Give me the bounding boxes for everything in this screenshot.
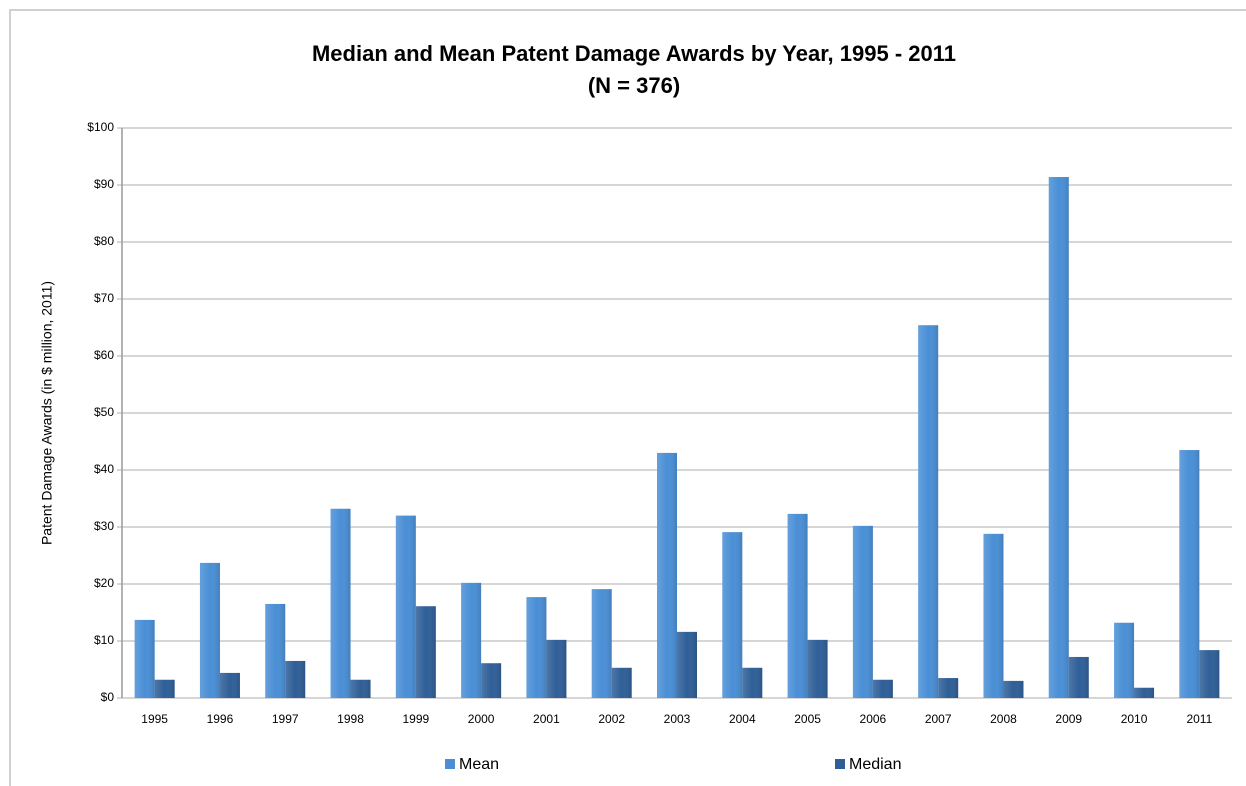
x-tick-label: 1995 [141,712,168,726]
legend-swatch [445,759,455,769]
bar-shade [1048,177,1069,698]
bar-shade [1179,450,1200,698]
x-tick-label: 2008 [990,712,1017,726]
y-tick-label: $60 [94,348,114,362]
bar-shade [983,533,1004,698]
bar-shade [1068,656,1089,698]
bar-shade [677,631,697,698]
legend-label: Mean [459,756,499,773]
frame [9,9,1246,786]
bar-shade [134,619,155,698]
bar-shade [722,532,743,698]
x-tick-label: 1999 [402,712,429,726]
y-tick-label: $90 [94,177,114,191]
y-axis-label: Patent Damage Awards (in $ million, 2011… [39,281,55,545]
x-tick-label: 2005 [794,712,821,726]
bar-shade [546,639,567,698]
bar-shade [395,515,416,698]
x-tick-label: 2000 [468,712,495,726]
x-tick-label: 2006 [860,712,887,726]
bar-shade [330,508,351,698]
bar-shade [938,678,959,698]
y-tick-label: $10 [94,633,114,647]
bar-shade [807,639,828,698]
x-tick-label: 2003 [664,712,691,726]
x-tick-label: 2007 [925,712,952,726]
y-tick-label: $20 [94,576,114,590]
bar-shade [611,667,632,698]
bar-shade [742,667,763,698]
y-tick-label: $80 [94,234,114,248]
x-tick-label: 2004 [729,712,756,726]
bar-shade [591,589,612,698]
bar-shade [154,679,175,698]
y-tick-label: $30 [94,519,114,533]
x-tick-label: 2010 [1121,712,1148,726]
bar-shade [1199,650,1220,698]
x-tick-label: 1997 [272,712,299,726]
x-tick-label: 2011 [1186,712,1212,726]
x-tick-label: 1998 [337,712,364,726]
y-tick-label: $70 [94,291,114,305]
x-tick-label: 2009 [1055,712,1082,726]
bar-shade [285,660,306,698]
bar-shade [265,603,286,698]
chart-title: Median and Mean Patent Damage Awards by … [312,41,956,66]
y-tick-label: $40 [94,462,114,476]
bar-shade [199,562,220,698]
bar-shade [350,679,371,698]
bar-shade [219,672,240,698]
chart-subtitle: (N = 376) [588,73,680,98]
bar-shade [461,582,482,698]
bar-shade [787,513,808,698]
x-tick-label: 2002 [598,712,625,726]
bar-shade [526,597,547,698]
x-tick-label: 2001 [533,712,560,726]
legend-label: Median [849,756,901,773]
bar-shade [415,606,436,698]
y-tick-label: $50 [94,405,114,419]
y-tick-label: $100 [87,120,114,134]
bar-shade [481,663,502,698]
bar-shade [1134,687,1155,698]
bar-shade [852,525,873,698]
bar-shade [872,679,893,698]
y-tick-label: $0 [101,690,115,704]
bar-shade [1003,680,1024,698]
x-tick-label: 1996 [207,712,234,726]
bar-shade [657,452,677,698]
bar-shade [1114,622,1135,698]
bar-shade [918,325,939,698]
legend-swatch [835,759,845,769]
